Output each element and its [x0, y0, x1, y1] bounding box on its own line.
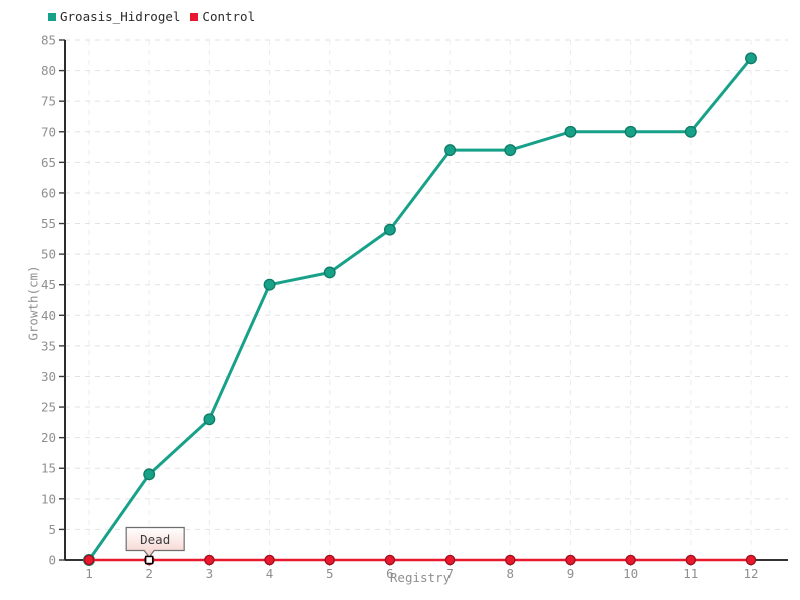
legend-swatch-icon [190, 12, 199, 21]
x-tick-label: 5 [326, 566, 334, 581]
data-point-groasis_hidrogel [203, 413, 216, 426]
y-tick-label: 55 [41, 216, 56, 231]
data-point-groasis_hidrogel [564, 125, 577, 138]
chart-legend: Groasis_Hidrogel Control [48, 9, 255, 24]
y-tick-label: 60 [41, 185, 56, 200]
y-tick-label: 35 [41, 338, 56, 353]
y-tick-label: 70 [41, 124, 56, 139]
data-point-control [565, 554, 576, 566]
data-point-control [384, 554, 396, 566]
annotation-anchor-marker [144, 555, 154, 565]
x-tick-label: 9 [567, 566, 575, 581]
data-point-control [324, 554, 335, 566]
data-point-control [625, 554, 636, 566]
y-tick-label: 15 [41, 461, 56, 476]
y-tick-label: 30 [41, 369, 56, 384]
annotation-tooltip [125, 526, 185, 558]
data-point-control [745, 554, 757, 566]
x-tick-label: 8 [507, 566, 515, 581]
x-tick-label: 3 [206, 566, 214, 581]
annotation-label: Dead [140, 532, 170, 547]
x-tick-label: 11 [683, 566, 698, 581]
data-point-groasis_hidrogel [504, 144, 517, 157]
data-point-groasis_hidrogel [745, 52, 757, 65]
data-point-control [204, 554, 215, 566]
y-tick-label: 5 [48, 522, 56, 537]
legend-label: Groasis_Hidrogel [60, 9, 181, 24]
x-tick-label: 10 [623, 566, 638, 581]
data-point-groasis_hidrogel [684, 125, 697, 138]
data-point-control [505, 554, 516, 566]
data-point-groasis_hidrogel [444, 144, 457, 157]
data-point-control [444, 554, 456, 566]
y-tick-label: 45 [41, 277, 56, 292]
x-tick-label: 2 [145, 566, 153, 581]
x-tick-label: 6 [386, 566, 394, 581]
legend-item-groasis_hidrogel[interactable]: Groasis_Hidrogel [48, 9, 180, 24]
data-point-groasis_hidrogel [323, 266, 336, 279]
y-tick-label: 20 [41, 430, 56, 445]
data-point-control [264, 554, 275, 566]
y-tick-label: 0 [48, 553, 56, 568]
data-point-groasis_hidrogel [624, 125, 637, 138]
legend-item-control[interactable]: Control [190, 9, 255, 24]
series-line-groasis_hidrogel [87, 57, 753, 561]
y-axis-title: Growth(cm) [25, 265, 41, 341]
y-tick-label: 80 [41, 63, 56, 78]
data-point-groasis_hidrogel [383, 223, 396, 236]
x-tick-label: 4 [266, 566, 274, 581]
y-tick-label: 10 [41, 491, 56, 506]
x-tick-label: 12 [743, 566, 758, 581]
y-tick-label: 65 [41, 155, 56, 170]
data-point-groasis_hidrogel [263, 278, 276, 291]
x-tick-label: 7 [446, 566, 454, 581]
legend-swatch-icon [48, 12, 56, 21]
y-tick-label: 75 [41, 94, 56, 109]
data-point-control [685, 554, 697, 566]
x-axis-title: Registry [389, 570, 451, 585]
y-tick-label: 25 [41, 400, 56, 415]
x-tick-label: 1 [85, 566, 93, 581]
data-point-groasis_hidrogel [143, 468, 156, 481]
y-tick-label: 85 [41, 33, 56, 48]
y-tick-label: 50 [41, 247, 56, 262]
legend-label: Control [202, 9, 256, 24]
data-point-control [83, 554, 95, 566]
y-tick-label: 40 [41, 308, 56, 323]
